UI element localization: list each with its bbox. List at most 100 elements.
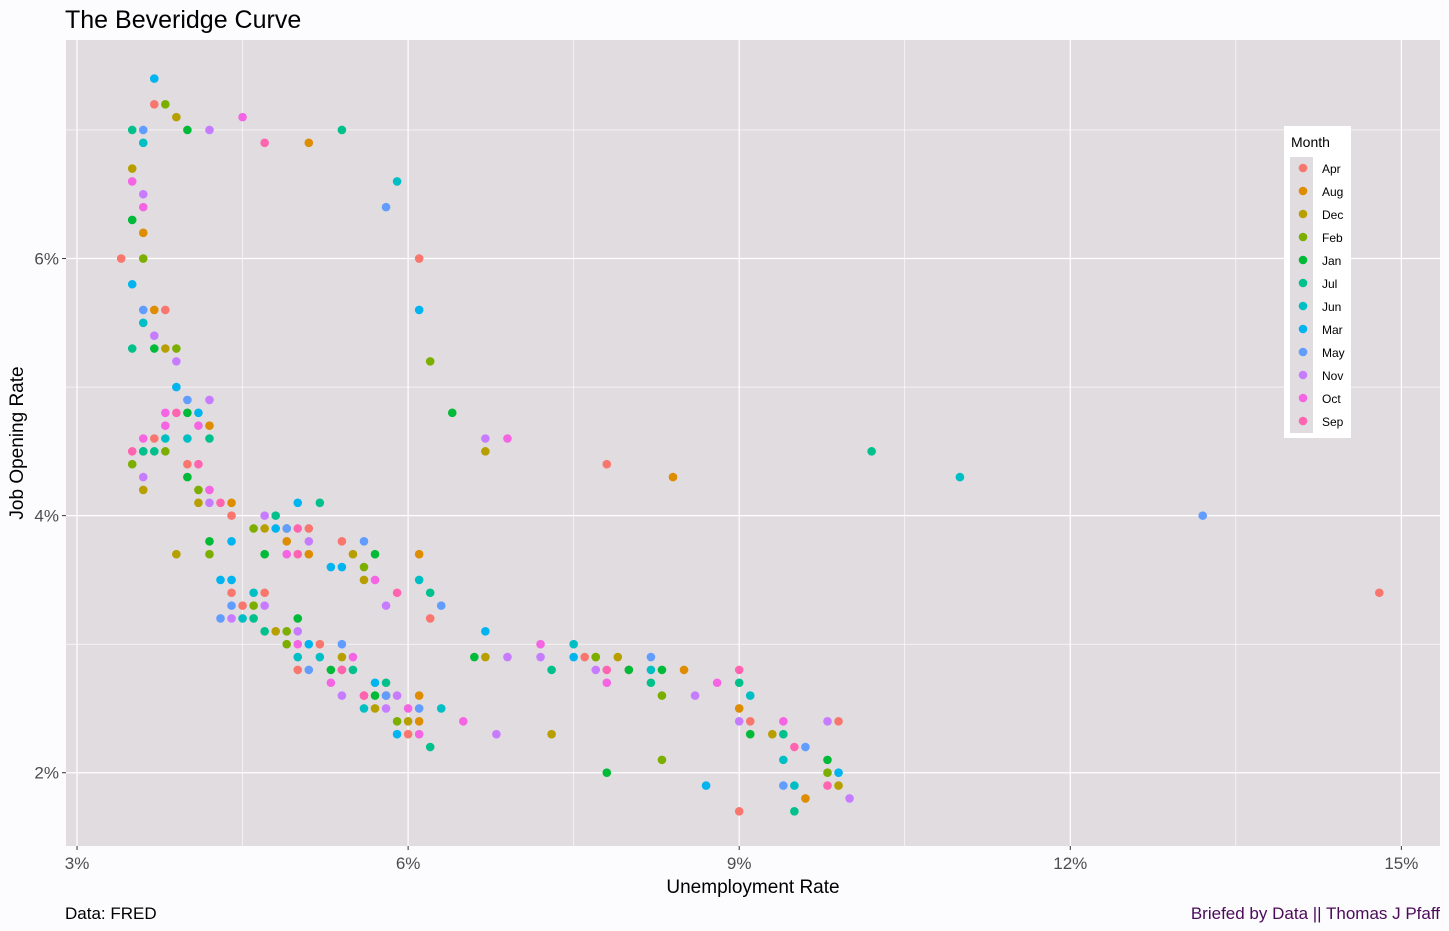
point-mar — [127, 279, 137, 289]
point-nov — [503, 652, 512, 662]
point-jul — [127, 344, 137, 353]
point-oct — [138, 202, 148, 212]
point-nov — [381, 704, 391, 713]
point-jan — [293, 614, 303, 623]
point-mar — [326, 562, 336, 572]
legend-key-jan — [1298, 255, 1308, 265]
point-feb — [161, 99, 170, 109]
point-oct — [459, 717, 468, 726]
point-nov — [690, 691, 700, 700]
point-sep — [216, 498, 225, 508]
point-jun — [293, 652, 303, 662]
point-aug — [149, 305, 159, 315]
point-dec — [834, 781, 843, 790]
point-apr — [734, 806, 744, 816]
point-may — [183, 395, 192, 405]
y-tick-label: 2% — [34, 764, 59, 783]
point-nov — [138, 472, 148, 482]
point-dec — [172, 549, 181, 559]
point-may — [646, 652, 656, 662]
point-aug — [414, 717, 424, 726]
point-may — [381, 202, 391, 212]
point-nov — [260, 601, 269, 610]
point-jan — [205, 537, 214, 546]
point-jan — [823, 755, 832, 765]
point-apr — [227, 588, 236, 598]
point-feb — [657, 755, 667, 765]
legend-label-mar: Mar — [1322, 323, 1343, 337]
y-tick-label: 4% — [34, 507, 59, 526]
point-dec — [138, 485, 148, 495]
x-tick-label: 15% — [1384, 854, 1418, 873]
data-points — [116, 74, 1384, 816]
point-oct — [205, 485, 214, 495]
point-apr — [116, 254, 126, 263]
point-dec — [613, 652, 623, 662]
y-axis-title: Job Opening Rate — [7, 366, 28, 519]
point-may — [138, 125, 148, 135]
point-mar — [293, 498, 303, 508]
point-may — [304, 665, 314, 675]
point-jan — [602, 768, 612, 778]
point-may — [1198, 511, 1208, 520]
point-oct — [503, 434, 512, 443]
point-apr — [834, 717, 843, 726]
point-jun — [392, 177, 402, 186]
point-jun — [955, 472, 965, 482]
point-feb — [249, 524, 258, 533]
point-nov — [392, 691, 402, 700]
point-jul — [425, 742, 435, 752]
point-feb — [161, 447, 170, 456]
point-jan — [183, 125, 192, 135]
point-aug — [414, 549, 424, 559]
legend-key-nov — [1298, 370, 1308, 380]
caption-credit: Briefed by Data || Thomas J Pfaff — [1191, 904, 1440, 923]
x-tick-label: 6% — [396, 854, 421, 873]
point-aug — [227, 498, 236, 508]
point-jul — [315, 498, 325, 508]
point-jul — [138, 447, 148, 456]
point-apr — [580, 652, 589, 662]
point-oct — [403, 704, 413, 713]
legend-label-oct: Oct — [1322, 392, 1341, 406]
point-apr — [149, 99, 159, 109]
legend-label-feb: Feb — [1322, 231, 1343, 245]
point-jun — [249, 588, 258, 598]
point-aug — [801, 794, 810, 803]
point-oct — [238, 112, 247, 122]
point-jan — [183, 472, 192, 482]
point-feb — [172, 344, 181, 353]
legend-label-sep: Sep — [1322, 415, 1344, 429]
point-oct — [370, 575, 380, 585]
point-nov — [481, 434, 490, 443]
point-jan — [470, 652, 479, 662]
point-jul — [127, 125, 137, 135]
point-feb — [282, 627, 292, 636]
point-aug — [205, 421, 214, 430]
x-tick-label: 3% — [65, 854, 90, 873]
point-feb — [127, 459, 137, 469]
point-sep — [823, 781, 832, 790]
point-may — [414, 704, 424, 713]
point-sep — [337, 665, 347, 675]
point-may — [227, 601, 236, 610]
point-may — [436, 601, 446, 610]
point-jul — [271, 511, 280, 520]
point-feb — [425, 357, 435, 366]
point-dec — [348, 549, 358, 559]
point-oct — [127, 177, 137, 186]
point-dec — [194, 498, 203, 508]
point-oct — [779, 717, 788, 726]
point-feb — [657, 691, 667, 700]
point-sep — [359, 691, 369, 700]
point-jul — [249, 614, 258, 623]
point-apr — [183, 459, 192, 469]
point-oct — [414, 729, 424, 739]
point-apr — [149, 434, 159, 443]
point-mar — [271, 524, 280, 533]
point-feb — [392, 717, 402, 726]
point-jul — [381, 678, 391, 688]
point-apr — [260, 588, 269, 598]
point-aug — [679, 665, 689, 675]
